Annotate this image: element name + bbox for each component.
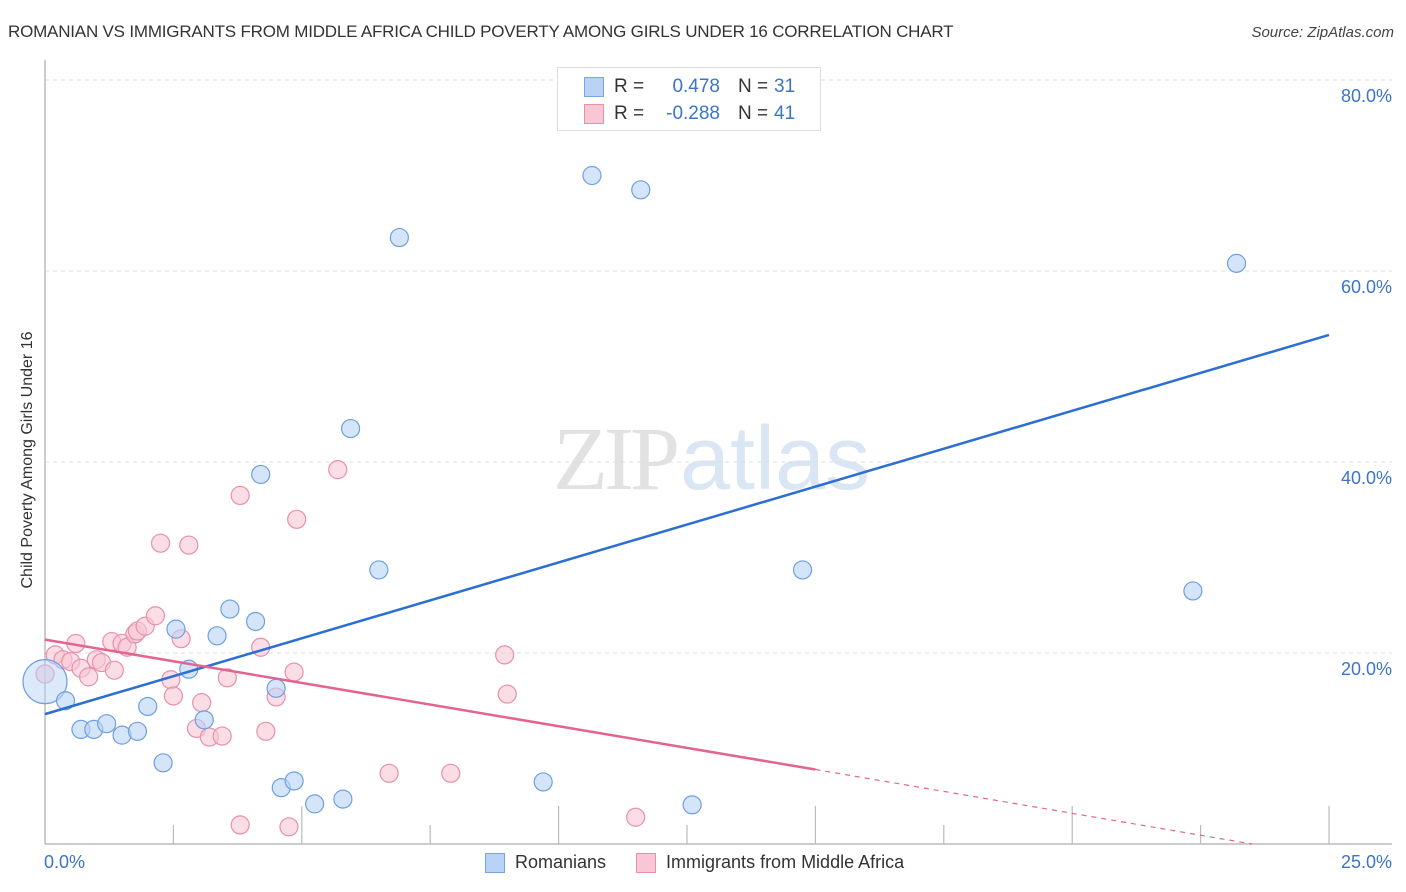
romanians-point [220,599,240,619]
watermark: ZIPatlas [553,408,870,511]
immigrants-point [104,660,124,680]
immigrants-point [230,485,250,506]
romanians-point [153,753,173,773]
immigrants-point [212,726,232,746]
romanians-point [1183,581,1203,601]
immigrants-trendline-extension [815,768,1253,845]
romanians-swatch [485,852,505,873]
y-tick-60: 60.0% [1340,277,1392,297]
immigrants-swatch [636,852,657,873]
romanians-trendline [44,333,1330,716]
romanians-point [631,180,651,200]
legend-swatch-pink [584,104,604,124]
r-value: 0.478 [672,76,720,97]
watermark-atlas: atlas [680,409,871,509]
romanians-point [284,771,304,791]
romanians-point [22,659,68,705]
series-legend: Romanians Immigrants from Middle Africa [485,852,934,873]
romanians-point [138,696,158,717]
romanians-point [245,611,266,632]
immigrants-point [287,509,307,529]
chart-title: ROMANIAN VS IMMIGRANTS FROM MIDDLE AFRIC… [8,22,954,41]
legend-swatch-blue [584,77,604,97]
romanians-point [251,464,271,485]
immigrants-point [163,686,183,706]
romanians-point [97,714,117,734]
n-value: 41 [774,103,796,124]
n-value: 31 [774,76,796,97]
legend-row-immigrants: R = -0.288 N = 41 [584,103,795,125]
y-axis-label: Child Poverty Among Girls Under 16 [19,331,36,589]
x-tick-25: 25.0% [1340,852,1392,872]
immigrants-point [495,645,515,665]
romanians-point [127,721,148,741]
immigrants-point [441,763,461,783]
legend-row-romanians: R = 0.478 N = 31 [584,76,795,98]
immigrants-point [79,667,99,687]
immigrants-point [626,807,646,827]
immigrants-point [217,668,237,688]
immigrants-point [284,662,304,682]
legend-item-immigrants[interactable]: Immigrants from Middle Africa [636,852,904,873]
romanians-point [682,795,702,815]
romanians-point [166,619,186,639]
immigrants-point [179,535,199,555]
source-label: Source: ZipAtlas.com [1251,24,1394,41]
correlation-legend: R = 0.478 N = 31 R = -0.288 N = 41 [557,67,821,131]
immigrants-point [192,693,212,713]
romanians-point [582,165,602,186]
r-label: R = [614,76,645,97]
n-label: N = [738,103,769,124]
immigrants-trendline [44,638,816,771]
romanians-point [194,710,214,730]
x-tick-0: 0.0% [44,852,86,872]
immigrants-point [230,815,250,835]
romanians-point [1226,253,1247,273]
immigrants-point [150,533,171,553]
y-tick-80: 80.0% [1340,86,1392,106]
romanians-point [266,678,286,698]
r-value: -0.288 [666,103,720,124]
y-tick-40: 40.0% [1340,468,1392,488]
immigrants-point [328,460,348,480]
legend-item-romanians[interactable]: Romanians [485,852,606,873]
romanians-point [207,626,227,646]
romanians-point [792,560,813,580]
romanians-point [333,789,353,809]
romanians-point [389,227,409,248]
romanians-point [369,560,389,580]
watermark-zip: ZIP [553,410,680,509]
romanians-point [340,418,361,439]
n-label: N = [738,76,769,97]
romanians-point [55,691,76,711]
immigrants-point [145,606,166,626]
romanians-point [305,794,325,814]
immigrants-point [379,763,399,783]
romanians-label: Romanians [515,852,607,872]
y-tick-20: 20.0% [1340,659,1392,679]
immigrants-point [279,817,299,837]
r-label: R = [614,103,645,124]
romanians-point [533,772,553,792]
immigrants-point [497,684,517,704]
immigrants-point [256,721,276,741]
immigrants-label: Immigrants from Middle Africa [666,852,905,872]
